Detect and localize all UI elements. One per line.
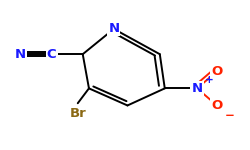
Text: Br: Br [70, 107, 86, 120]
Text: O: O [211, 99, 222, 112]
Text: C: C [47, 48, 56, 61]
Text: N: N [15, 48, 26, 61]
Text: O: O [211, 65, 222, 78]
Text: N: N [108, 22, 120, 35]
Text: +: + [205, 75, 214, 85]
Text: −: − [224, 109, 234, 122]
Text: N: N [192, 82, 203, 95]
